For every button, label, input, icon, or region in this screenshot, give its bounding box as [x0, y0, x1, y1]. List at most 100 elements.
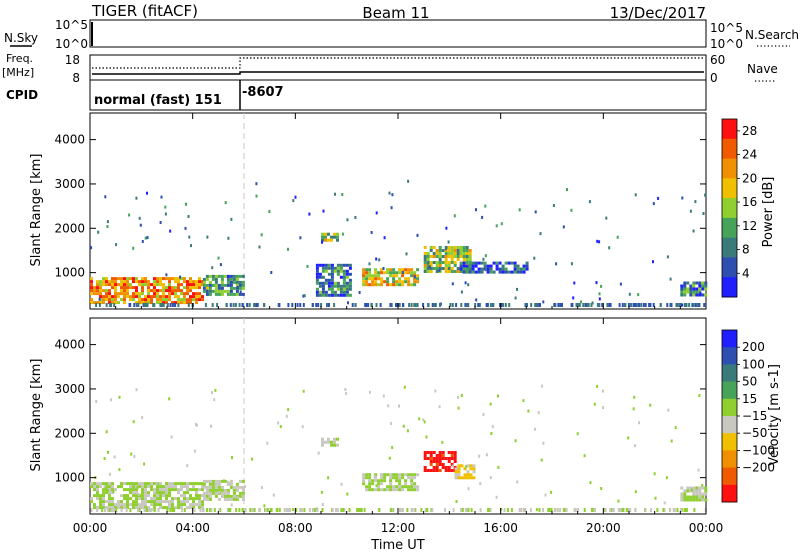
nsearch-ylo: 10^0 — [710, 37, 743, 51]
colorbar-segment — [722, 416, 737, 434]
freq-yhi: 18 — [65, 53, 80, 67]
velocity-data — [90, 318, 708, 514]
colorbar-segment — [722, 119, 737, 140]
colorbar-tick-label: −200 — [742, 461, 775, 475]
time-xlabel: Time UT — [370, 538, 424, 553]
cpid-mode-1: normal (fast) 151 — [94, 93, 222, 108]
freq-unit: [MHz] — [2, 66, 34, 79]
nsky-ylo: 10^0 — [55, 37, 88, 51]
x-tick-label: 00:00 — [689, 521, 724, 535]
y-tick-label: 3000 — [54, 177, 85, 191]
colorbar-segment — [722, 158, 737, 179]
x-tick-label: 12:00 — [381, 521, 416, 535]
y-tick-label: 4000 — [54, 133, 85, 147]
velocity-panel: 1000 2000 3000 4000 00:00 04:00 08:00 12:00 16:0… — [29, 317, 782, 553]
colorbar-tick-label: −100 — [742, 443, 775, 457]
colorbar-tick-label: 50 — [742, 375, 757, 389]
power-panel: 1000 2000 3000 4000 Slant Range [km] 4 8 12 16… — [29, 112, 776, 310]
x-tick-label: 20:00 — [586, 521, 621, 535]
colorbar-segment — [722, 178, 737, 199]
colorbar-tick-label: 28 — [742, 124, 757, 138]
power-data — [90, 113, 708, 309]
colorbar-tick-label: 15 — [742, 392, 757, 406]
colorbar-segment — [722, 347, 737, 365]
nsky-panel: N.Sky 10^5 10^0 10^5 10^0 N.Search — [4, 18, 799, 51]
colorbar-tick-label: 24 — [742, 148, 757, 162]
scatter-patch — [680, 281, 708, 297]
nsky-yhi: 10^5 — [55, 18, 88, 32]
colorbar-segment — [722, 277, 737, 298]
scatter-patch — [315, 263, 352, 297]
velocity-ylabel: Slant Range [km] — [29, 359, 44, 472]
nsearch-label: N.Search — [745, 28, 799, 42]
scatter-patch — [680, 486, 708, 502]
date-title: 13/Dec/2017 — [610, 4, 706, 22]
colorbar-segment — [722, 398, 737, 417]
sparse-echoes — [90, 384, 707, 512]
colorbar-segment — [722, 198, 737, 219]
colorbar-segment — [722, 450, 737, 469]
velocity-colorbar-label: Velocity [m s-1] — [767, 364, 782, 466]
scatter-patch — [362, 268, 420, 287]
power-axes: 1000 2000 3000 4000 — [54, 113, 707, 309]
colorbar-tick-label: 100 — [742, 357, 765, 371]
colorbar-segment — [722, 237, 737, 258]
colorbar-segment — [722, 364, 737, 383]
y-tick-label: 4000 — [54, 338, 85, 352]
scatter-patch — [90, 277, 204, 305]
scatter-patch — [321, 232, 339, 242]
scatter-patch — [362, 473, 420, 492]
y-tick-label: 3000 — [54, 382, 85, 396]
nsky-label: N.Sky — [4, 31, 38, 45]
x-tick-label: 08:00 — [278, 521, 313, 535]
colorbar-segment — [722, 257, 737, 278]
colorbar-tick-label: 16 — [742, 195, 757, 209]
power-colorbar-label: Power [dB] — [761, 177, 776, 248]
colorbar-tick-label: −15 — [742, 409, 767, 423]
freq-panel: Freq. [MHz] 18 8 60 0 Nave — [2, 52, 778, 85]
nave-ylo: 0 — [710, 71, 718, 85]
y-tick-label: 2000 — [54, 426, 85, 440]
x-tick-label: 16:00 — [483, 521, 518, 535]
colorbar-segment — [722, 330, 737, 348]
colorbar-tick-label: 20 — [742, 171, 757, 185]
power-ylabel: Slant Range [km] — [29, 154, 44, 267]
freq-label: Freq. — [6, 52, 33, 65]
colorbar-segment — [722, 381, 737, 400]
colorbar-tick-label: 4 — [742, 266, 750, 280]
scatter-patch — [90, 482, 204, 510]
beam-title: Beam 11 — [362, 4, 429, 22]
colorbar-segment — [722, 433, 737, 451]
scatter-patch — [321, 437, 339, 447]
colorbar-tick-label: 12 — [742, 219, 757, 233]
power-colorbar: 4 8 12 16 20 24 28 — [721, 118, 757, 298]
x-tick-label: 00:00 — [73, 521, 108, 535]
x-tick-label: 04:00 — [175, 521, 210, 535]
velocity-colorbar: 200 100 50 15 −15 −50 −100 −200 — [721, 329, 775, 503]
scatter-patch — [459, 261, 529, 274]
nave-yhi: 60 — [710, 53, 725, 67]
colorbar-tick-label: −50 — [742, 426, 767, 440]
y-tick-label: 1000 — [54, 471, 85, 485]
scatter-patch — [454, 464, 476, 480]
colorbar-tick-label: 200 — [742, 340, 765, 354]
colorbar-segment — [722, 467, 737, 486]
colorbar-segment — [722, 217, 737, 239]
scatter-patch — [202, 274, 245, 296]
colorbar-tick-label: 8 — [742, 243, 750, 257]
scatter-patch — [423, 451, 457, 472]
cpid-mode-2: -8607 — [242, 85, 284, 100]
colorbar-segment — [722, 138, 737, 160]
station-title: TIGER (fitACF) — [91, 2, 198, 20]
colorbar-segment — [722, 484, 737, 503]
y-tick-label: 2000 — [54, 221, 85, 235]
y-tick-label: 1000 — [54, 266, 85, 280]
nsearch-yhi: 10^5 — [710, 21, 743, 35]
sparse-echoes — [90, 179, 707, 307]
nave-label: Nave — [747, 62, 778, 76]
cpid-label: CPID — [6, 88, 38, 102]
freq-ylo: 8 — [72, 71, 80, 85]
cpid-panel: CPID normal (fast) 151 -8607 — [6, 79, 707, 111]
velocity-axes: 1000 2000 3000 4000 00:00 04:00 08:00 12:00 16:0… — [54, 318, 723, 535]
